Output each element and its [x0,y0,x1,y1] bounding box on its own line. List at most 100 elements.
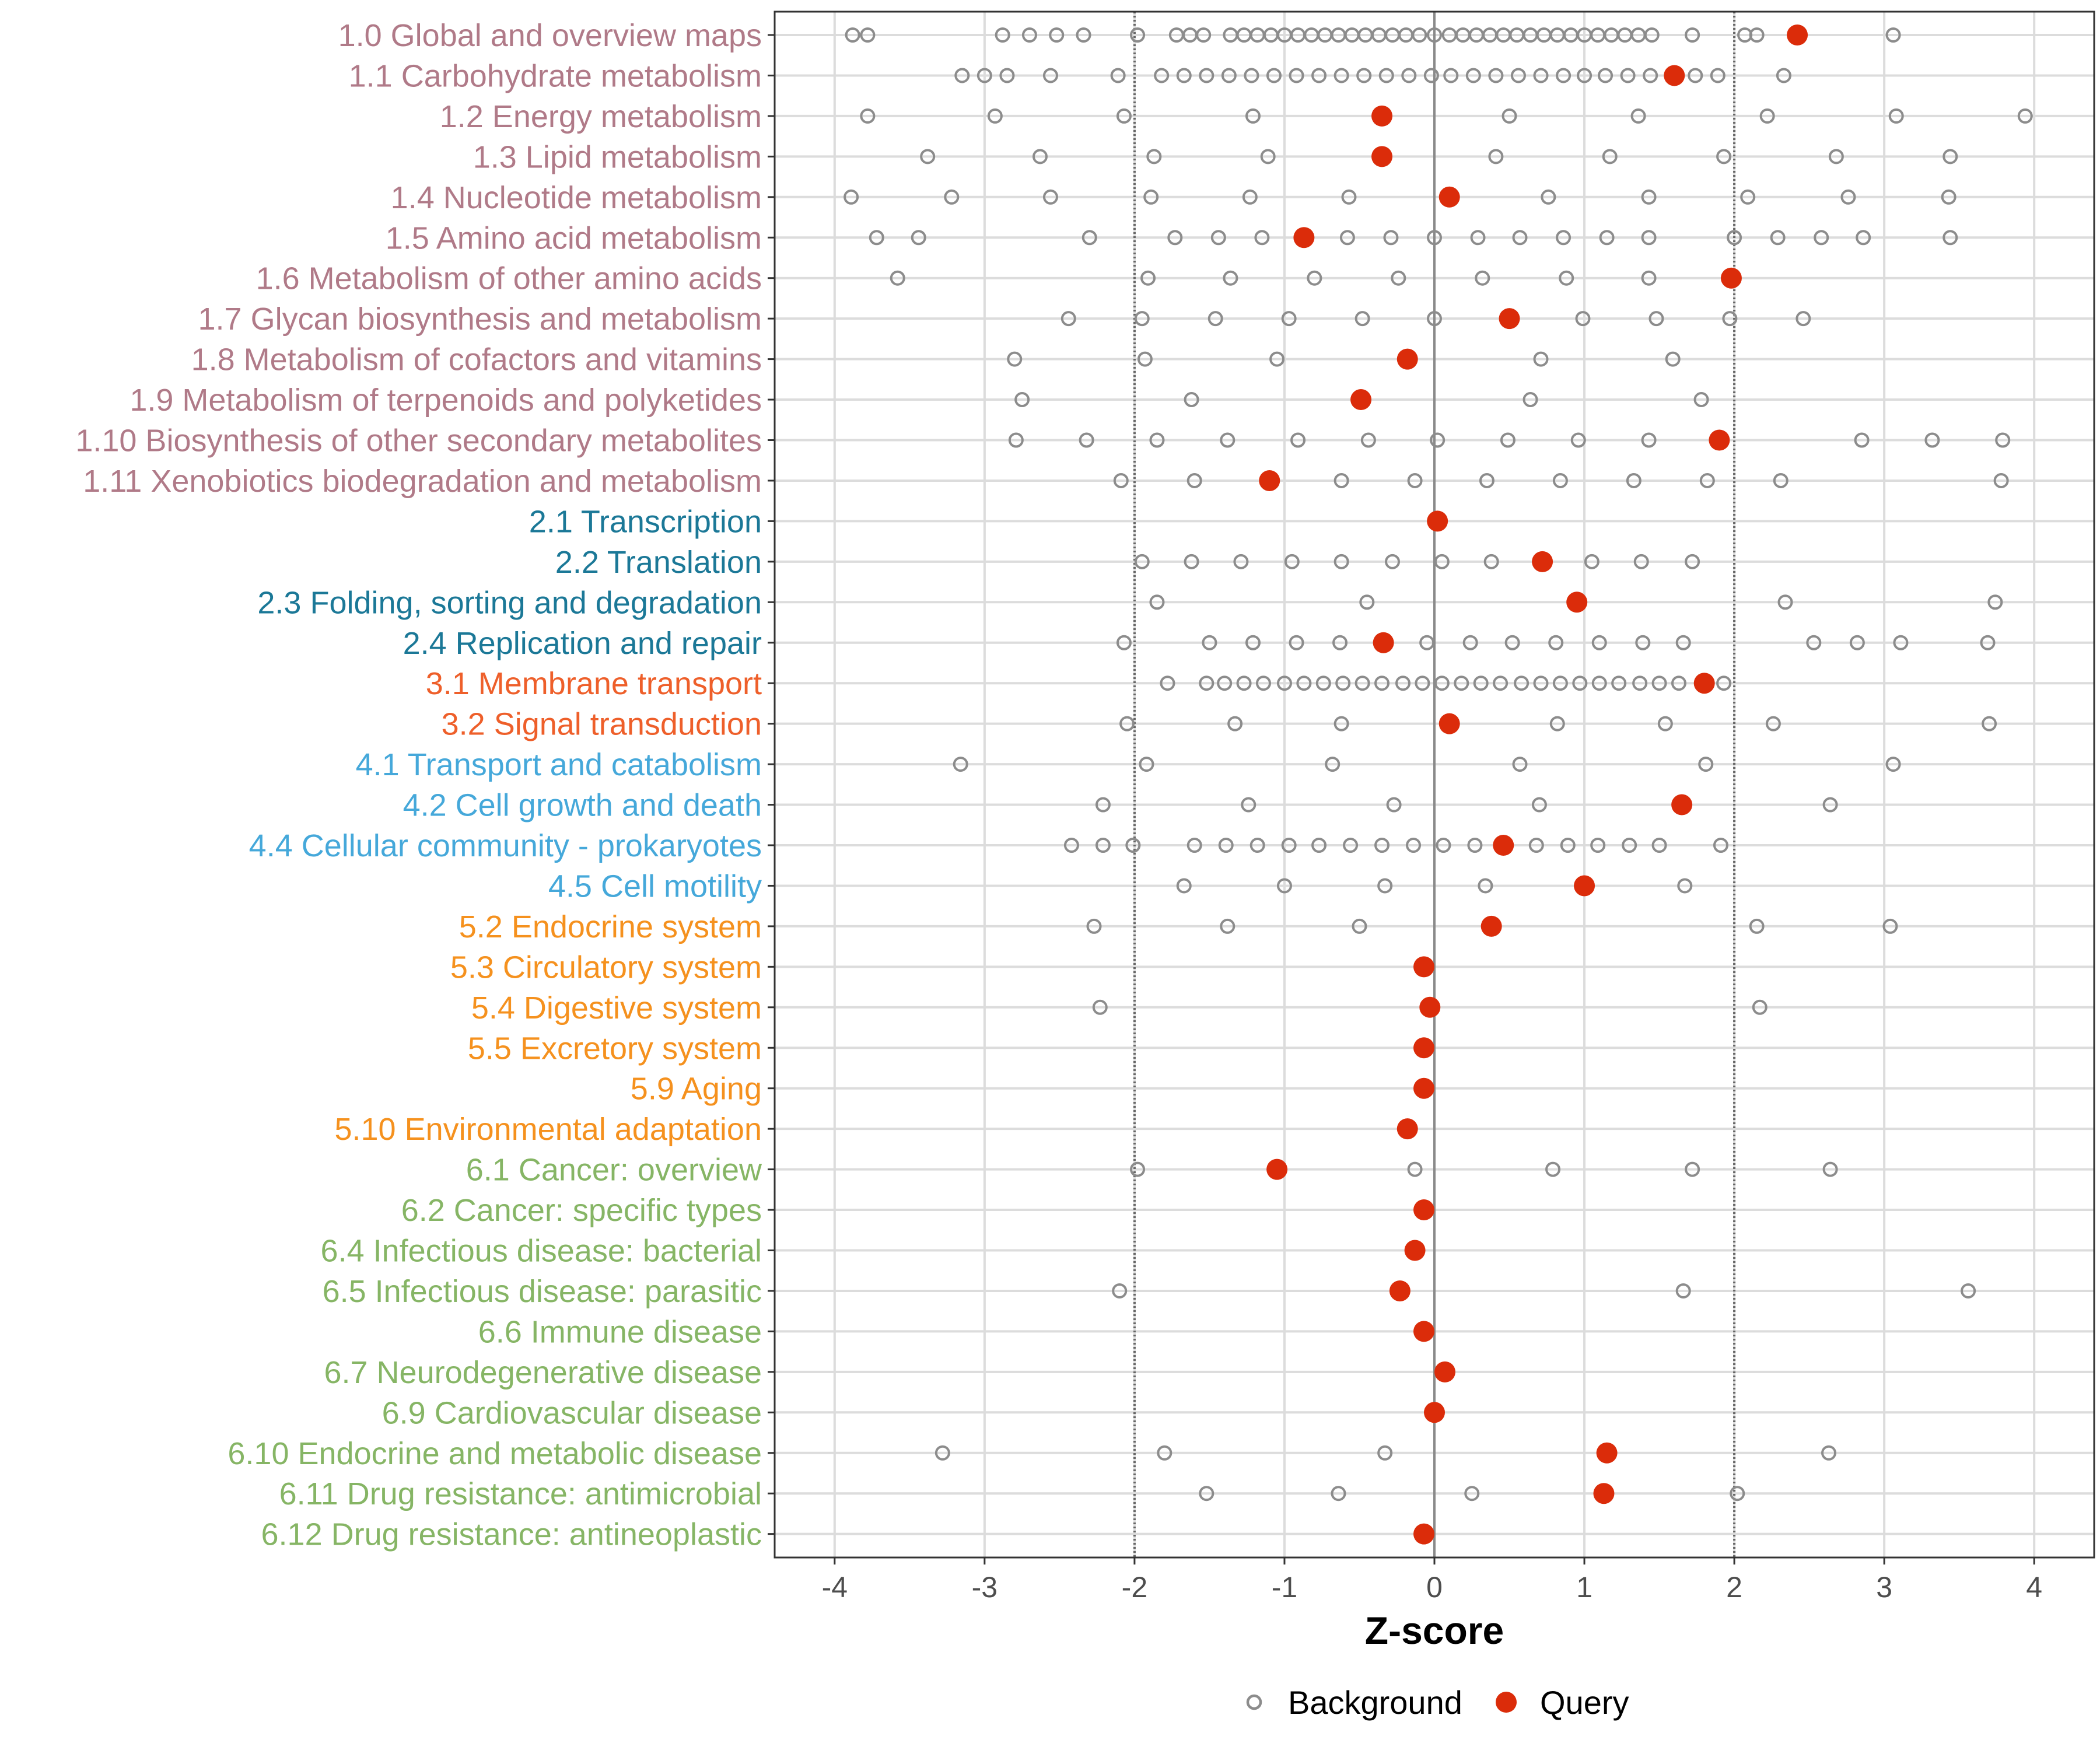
y-tick-label: 6.2 Cancer: specific types [401,1193,762,1228]
background-point [1377,1445,1393,1461]
y-tick-label: 2.2 Translation [555,545,762,580]
background-point [1545,1161,1561,1177]
background-point [1512,757,1528,772]
background-point [1334,473,1349,488]
background-point [1814,230,1829,246]
background-point [1464,1486,1480,1502]
background-point [1941,189,1957,205]
background-point [1854,432,1870,448]
background-point [1130,1161,1146,1177]
y-tick-label: 6.7 Neurodegenerative disease [324,1355,762,1390]
background-point [1533,676,1549,691]
background-point [1675,1283,1691,1298]
query-point [1413,1321,1435,1342]
background-point [1478,878,1493,894]
query-point [1532,551,1553,572]
query-point [1438,713,1460,734]
background-point [911,230,926,246]
background-point [1577,68,1592,83]
background-point [1510,68,1526,83]
background-point [1125,838,1141,853]
background-point [1276,878,1292,894]
query-point [1259,470,1280,491]
background-point [1196,27,1212,43]
background-point [1522,392,1538,408]
background-point [1260,149,1276,164]
background-point [1359,594,1375,610]
background-point [1423,68,1439,83]
background-point [1276,676,1292,691]
background-point [1250,838,1265,853]
x-tick-label: 2 [1726,1571,1742,1604]
query-point [1266,1158,1288,1180]
background-point [1849,635,1865,650]
background-point [1473,676,1489,691]
background-point [999,68,1015,83]
query-point [1664,65,1685,86]
background-point [1325,757,1340,772]
background-point [1199,68,1214,83]
background-point [1130,27,1146,43]
query-point [1419,996,1441,1018]
background-point [1633,554,1649,569]
background-point [1828,149,1844,164]
background-point [1773,473,1788,488]
y-tick-label: 1.1 Carbohydrate metabolism [349,58,762,93]
background-point [860,108,876,124]
background-point [1184,554,1199,569]
background-point [1643,68,1658,83]
background-point [1407,1161,1423,1177]
background-point [1995,432,2011,448]
background-point [1139,757,1154,772]
y-tick-label: 1.8 Metabolism of cofactors and vitamins [191,342,762,377]
background-point [1549,716,1565,732]
background-point [1427,311,1442,327]
y-tick-label: 4.2 Cell growth and death [403,788,762,823]
background-point [1987,594,2003,610]
background-point [1885,27,1901,43]
legend-query-label: Query [1540,1684,1629,1721]
background-point [1315,676,1331,691]
background-point [1227,716,1243,732]
background-point [1591,635,1607,650]
background-point [1675,635,1691,650]
background-point [1095,797,1111,813]
query-point [1720,267,1742,289]
query-point [1787,24,1808,46]
x-axis: -4 -3 -2 -1 0 1 2 3 4 [822,1558,2042,1604]
background-point [860,27,876,43]
background-point [1467,838,1483,853]
x-axis-title: Z-score [1365,1609,1504,1652]
background-point [1086,918,1102,934]
background-point [1648,311,1664,327]
background-point [1512,230,1528,246]
background-point [1223,270,1238,286]
background-point [1552,676,1568,691]
background-point [1391,270,1406,286]
background-point [1443,68,1459,83]
background-point [1406,838,1422,853]
background-point [1685,1161,1700,1177]
y-tick-label: 2.4 Replication and repair [403,626,762,661]
background-point [1598,68,1614,83]
background-point [1556,230,1572,246]
legend-background-label: Background [1288,1684,1462,1721]
background-point [1374,838,1390,853]
y-tick-label: 4.4 Cellular community - prokaryotes [249,828,762,863]
background-point [1407,473,1423,488]
background-point [1116,108,1132,124]
background-point [1281,311,1297,327]
query-point [1438,186,1460,208]
background-point [1436,838,1451,853]
y-tick-label: 1.0 Global and overview maps [338,18,762,53]
background-point [1143,189,1159,205]
background-point [1186,838,1202,853]
x-tick-label: -4 [822,1571,848,1604]
y-tick-label: 1.7 Glycan biosynthesis and metabolism [198,302,762,337]
background-point [1993,473,2009,488]
background-point [1752,999,1768,1015]
background-point [1591,676,1607,691]
background-point [1770,230,1786,246]
background-point [1311,838,1327,853]
